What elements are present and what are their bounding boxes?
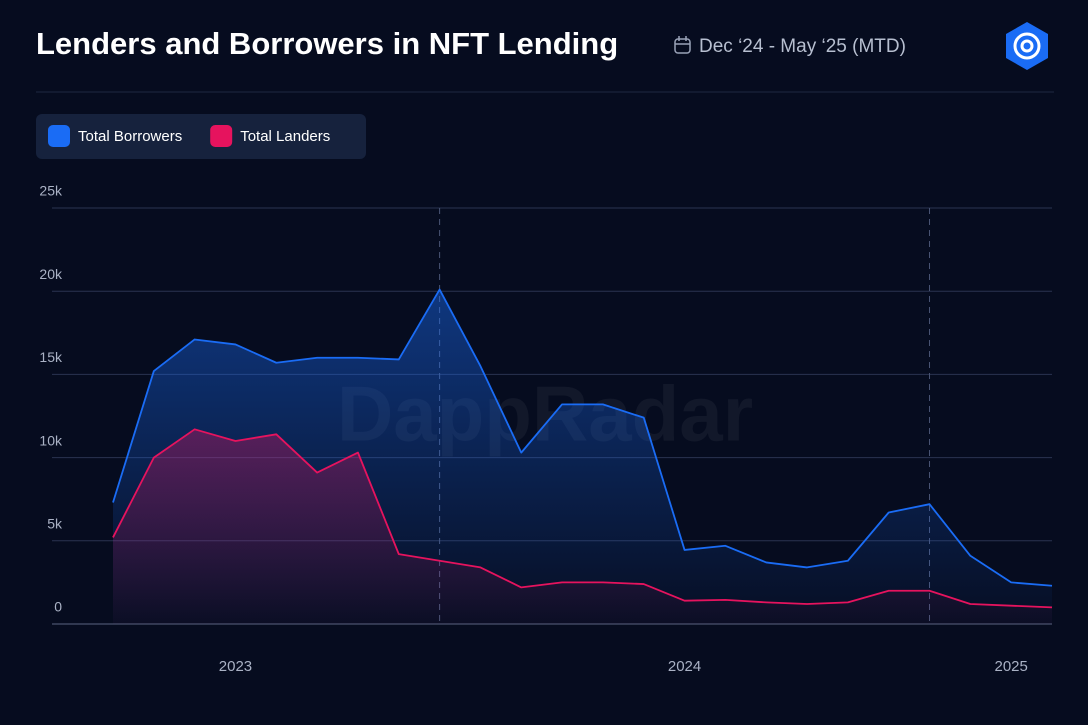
legend-swatch bbox=[48, 125, 70, 147]
date-range: Dec ‘24 - May ‘25 (MTD) bbox=[699, 36, 906, 57]
chart-title: Lenders and Borrowers in NFT Lending bbox=[36, 26, 618, 61]
calendar-icon bbox=[674, 36, 691, 54]
y-tick-label: 15k bbox=[39, 349, 63, 365]
line bbox=[112, 428, 1053, 609]
x-tick-label: 2023 bbox=[219, 658, 252, 675]
legend-swatch bbox=[210, 125, 233, 147]
y-tick-label: 0 bbox=[54, 599, 62, 615]
logo bbox=[1006, 22, 1048, 70]
y-tick-label: 25k bbox=[39, 183, 63, 199]
x-tick-label: 2024 bbox=[668, 658, 701, 675]
y-tick-label: 20k bbox=[39, 266, 63, 282]
legend bbox=[36, 114, 366, 159]
y-tick-label: 5k bbox=[47, 516, 63, 532]
line bbox=[112, 288, 1053, 587]
y-tick-label: 10k bbox=[39, 432, 63, 448]
x-tick-label: 2025 bbox=[994, 658, 1027, 675]
legend-label: Total Borrowers bbox=[78, 128, 182, 145]
legend-label: Total Landers bbox=[240, 128, 330, 145]
area bbox=[113, 429, 1052, 624]
